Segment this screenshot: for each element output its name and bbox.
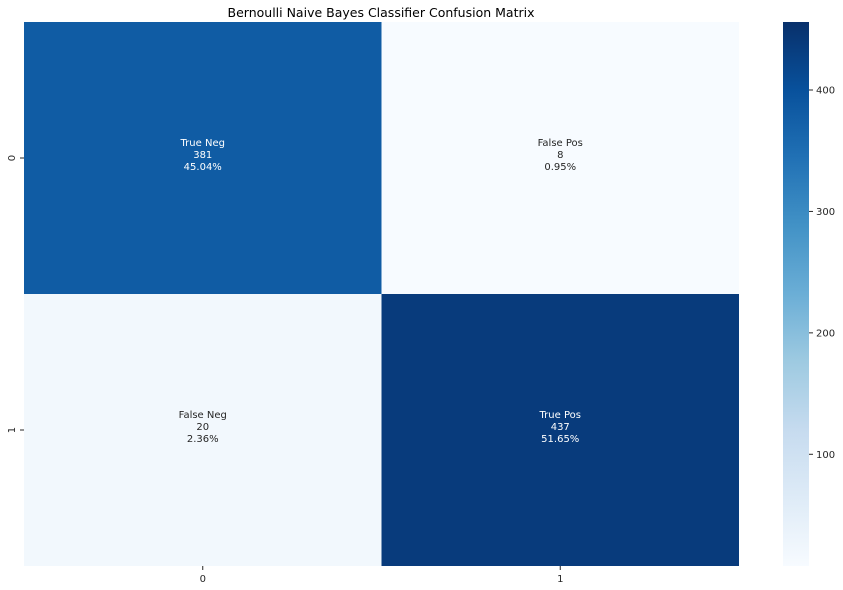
cell-label-count: 20 <box>196 422 209 433</box>
y-tick-label: 0 <box>7 155 18 161</box>
colorbar-tick-label: 200 <box>816 328 835 339</box>
x-tick-label: 0 <box>200 574 206 585</box>
colorbar-tick-label: 100 <box>816 450 835 461</box>
cell-label-count: 8 <box>557 150 563 161</box>
heatmap-cell <box>24 22 382 294</box>
cell-label-name: False Neg <box>179 410 227 421</box>
chart-title: Bernoulli Naive Bayes Classifier Confusi… <box>228 5 535 20</box>
heatmap-cell <box>24 294 382 566</box>
heatmap-cell <box>381 22 739 294</box>
colorbar-tick-label: 300 <box>816 207 835 218</box>
colorbar: 100 200 300 400 <box>783 22 835 566</box>
heatmap-cell <box>381 294 739 566</box>
cell-label-percent: 0.95% <box>544 162 576 173</box>
cell-label-count: 381 <box>193 150 212 161</box>
cell-label-count: 437 <box>551 422 570 433</box>
cell-label-percent: 51.65% <box>541 434 579 445</box>
cell-label-percent: 45.04% <box>184 162 222 173</box>
cell-label-percent: 2.36% <box>187 434 219 445</box>
cell-label-name: True Neg <box>180 138 225 149</box>
y-tick-label: 1 <box>7 427 18 433</box>
y-axis: 01 <box>7 155 24 433</box>
x-tick-label: 1 <box>557 574 563 585</box>
colorbar-tick-label: 400 <box>816 86 835 97</box>
cell-label-name: False Pos <box>538 138 583 149</box>
colorbar-gradient <box>783 22 809 566</box>
cell-label-name: True Pos <box>539 410 581 421</box>
